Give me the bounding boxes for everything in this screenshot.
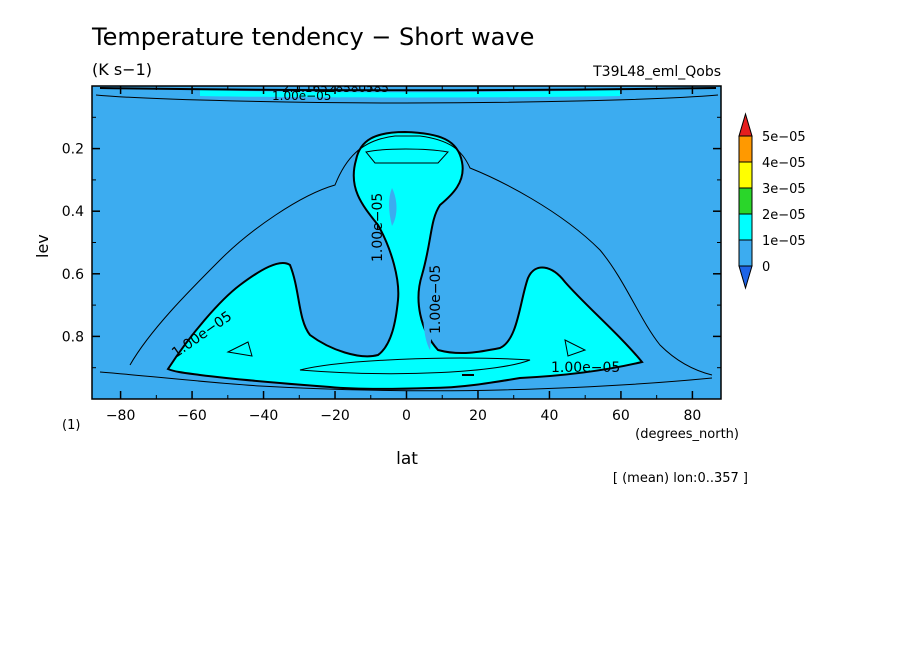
x-tick-label: 80 <box>683 408 701 424</box>
inner-contour-top <box>365 148 449 164</box>
inner-contour-south <box>226 341 253 357</box>
x-tick-label: 0 <box>402 408 411 424</box>
y-axis-label: lev <box>33 234 52 258</box>
colorbar-segment <box>738 135 753 163</box>
footer-note: [ (mean) lon:0..357 ] <box>613 471 748 486</box>
x-tick-label: 20 <box>469 408 487 424</box>
x-units-label: (degrees_north) <box>635 427 739 442</box>
colorbar-label: 3e−05 <box>762 182 806 197</box>
inner-contour-bottom <box>299 357 531 375</box>
colorbar-min-arrow <box>738 265 753 290</box>
blue-pocket <box>389 188 397 226</box>
y-tick-label: 0.6 <box>62 267 84 283</box>
cyan-main-region <box>166 130 644 390</box>
outer-contour <box>129 135 713 376</box>
x-tick-label: −60 <box>177 408 207 424</box>
units-label: (K s−1) <box>92 60 152 79</box>
colorbar-label: 0 <box>762 260 770 275</box>
contour-label-top: 1.00e−05 <box>272 89 331 103</box>
y-tick-label: 0.8 <box>62 329 84 345</box>
colorbar-label: 4e−05 <box>762 156 806 171</box>
x-axis: −80 −60 −40 −20 0 20 40 60 80 <box>106 86 701 424</box>
y-axis: 0.2 0.4 0.6 0.8 <box>62 116 721 369</box>
y-tick-label: 0.2 <box>62 142 84 158</box>
chart-title: Temperature tendency − Short wave <box>91 23 534 51</box>
top-arc-contour <box>95 94 719 104</box>
y-tick-label: 0.4 <box>62 204 84 220</box>
x-tick-label: −40 <box>249 408 279 424</box>
blue-pocket-2 <box>423 300 432 350</box>
colorbar-segment <box>738 239 753 267</box>
colorbar-label: 5e−05 <box>762 130 806 145</box>
plot-area: 1.00e−05 1.00e−05 1.00e−05 1.00e−05 1.00… <box>92 86 721 399</box>
run-label: T39L48_eml_Qobs <box>592 64 721 80</box>
x-tick-label: 40 <box>541 408 559 424</box>
x-tick-label: −20 <box>320 408 350 424</box>
colorbar-segment <box>738 213 753 241</box>
colorbar-max-arrow <box>738 112 753 137</box>
contour-label-north: 1.00e−05 <box>551 360 620 376</box>
colorbar-label: 2e−05 <box>762 208 806 223</box>
x-tick-label: −80 <box>106 408 136 424</box>
colorbar: 0 1e−05 2e−05 3e−05 4e−05 5e−05 <box>738 112 806 290</box>
top-contour-lines <box>99 87 717 92</box>
contour-label-column-lower: 1.00e−05 <box>428 265 444 334</box>
top-cyan-band <box>200 90 620 98</box>
x-tick-label: 60 <box>612 408 630 424</box>
x-axis-label: lat <box>396 449 418 469</box>
contour-label-column: 1.00e−05 <box>370 193 386 262</box>
inner-contour-north <box>564 339 587 357</box>
colorbar-segment <box>738 161 753 189</box>
bottom-contour <box>99 371 713 392</box>
colorbar-label: 1e−05 <box>762 234 806 249</box>
y-units-label: (1) <box>62 418 80 433</box>
colorbar-segment <box>738 187 753 215</box>
